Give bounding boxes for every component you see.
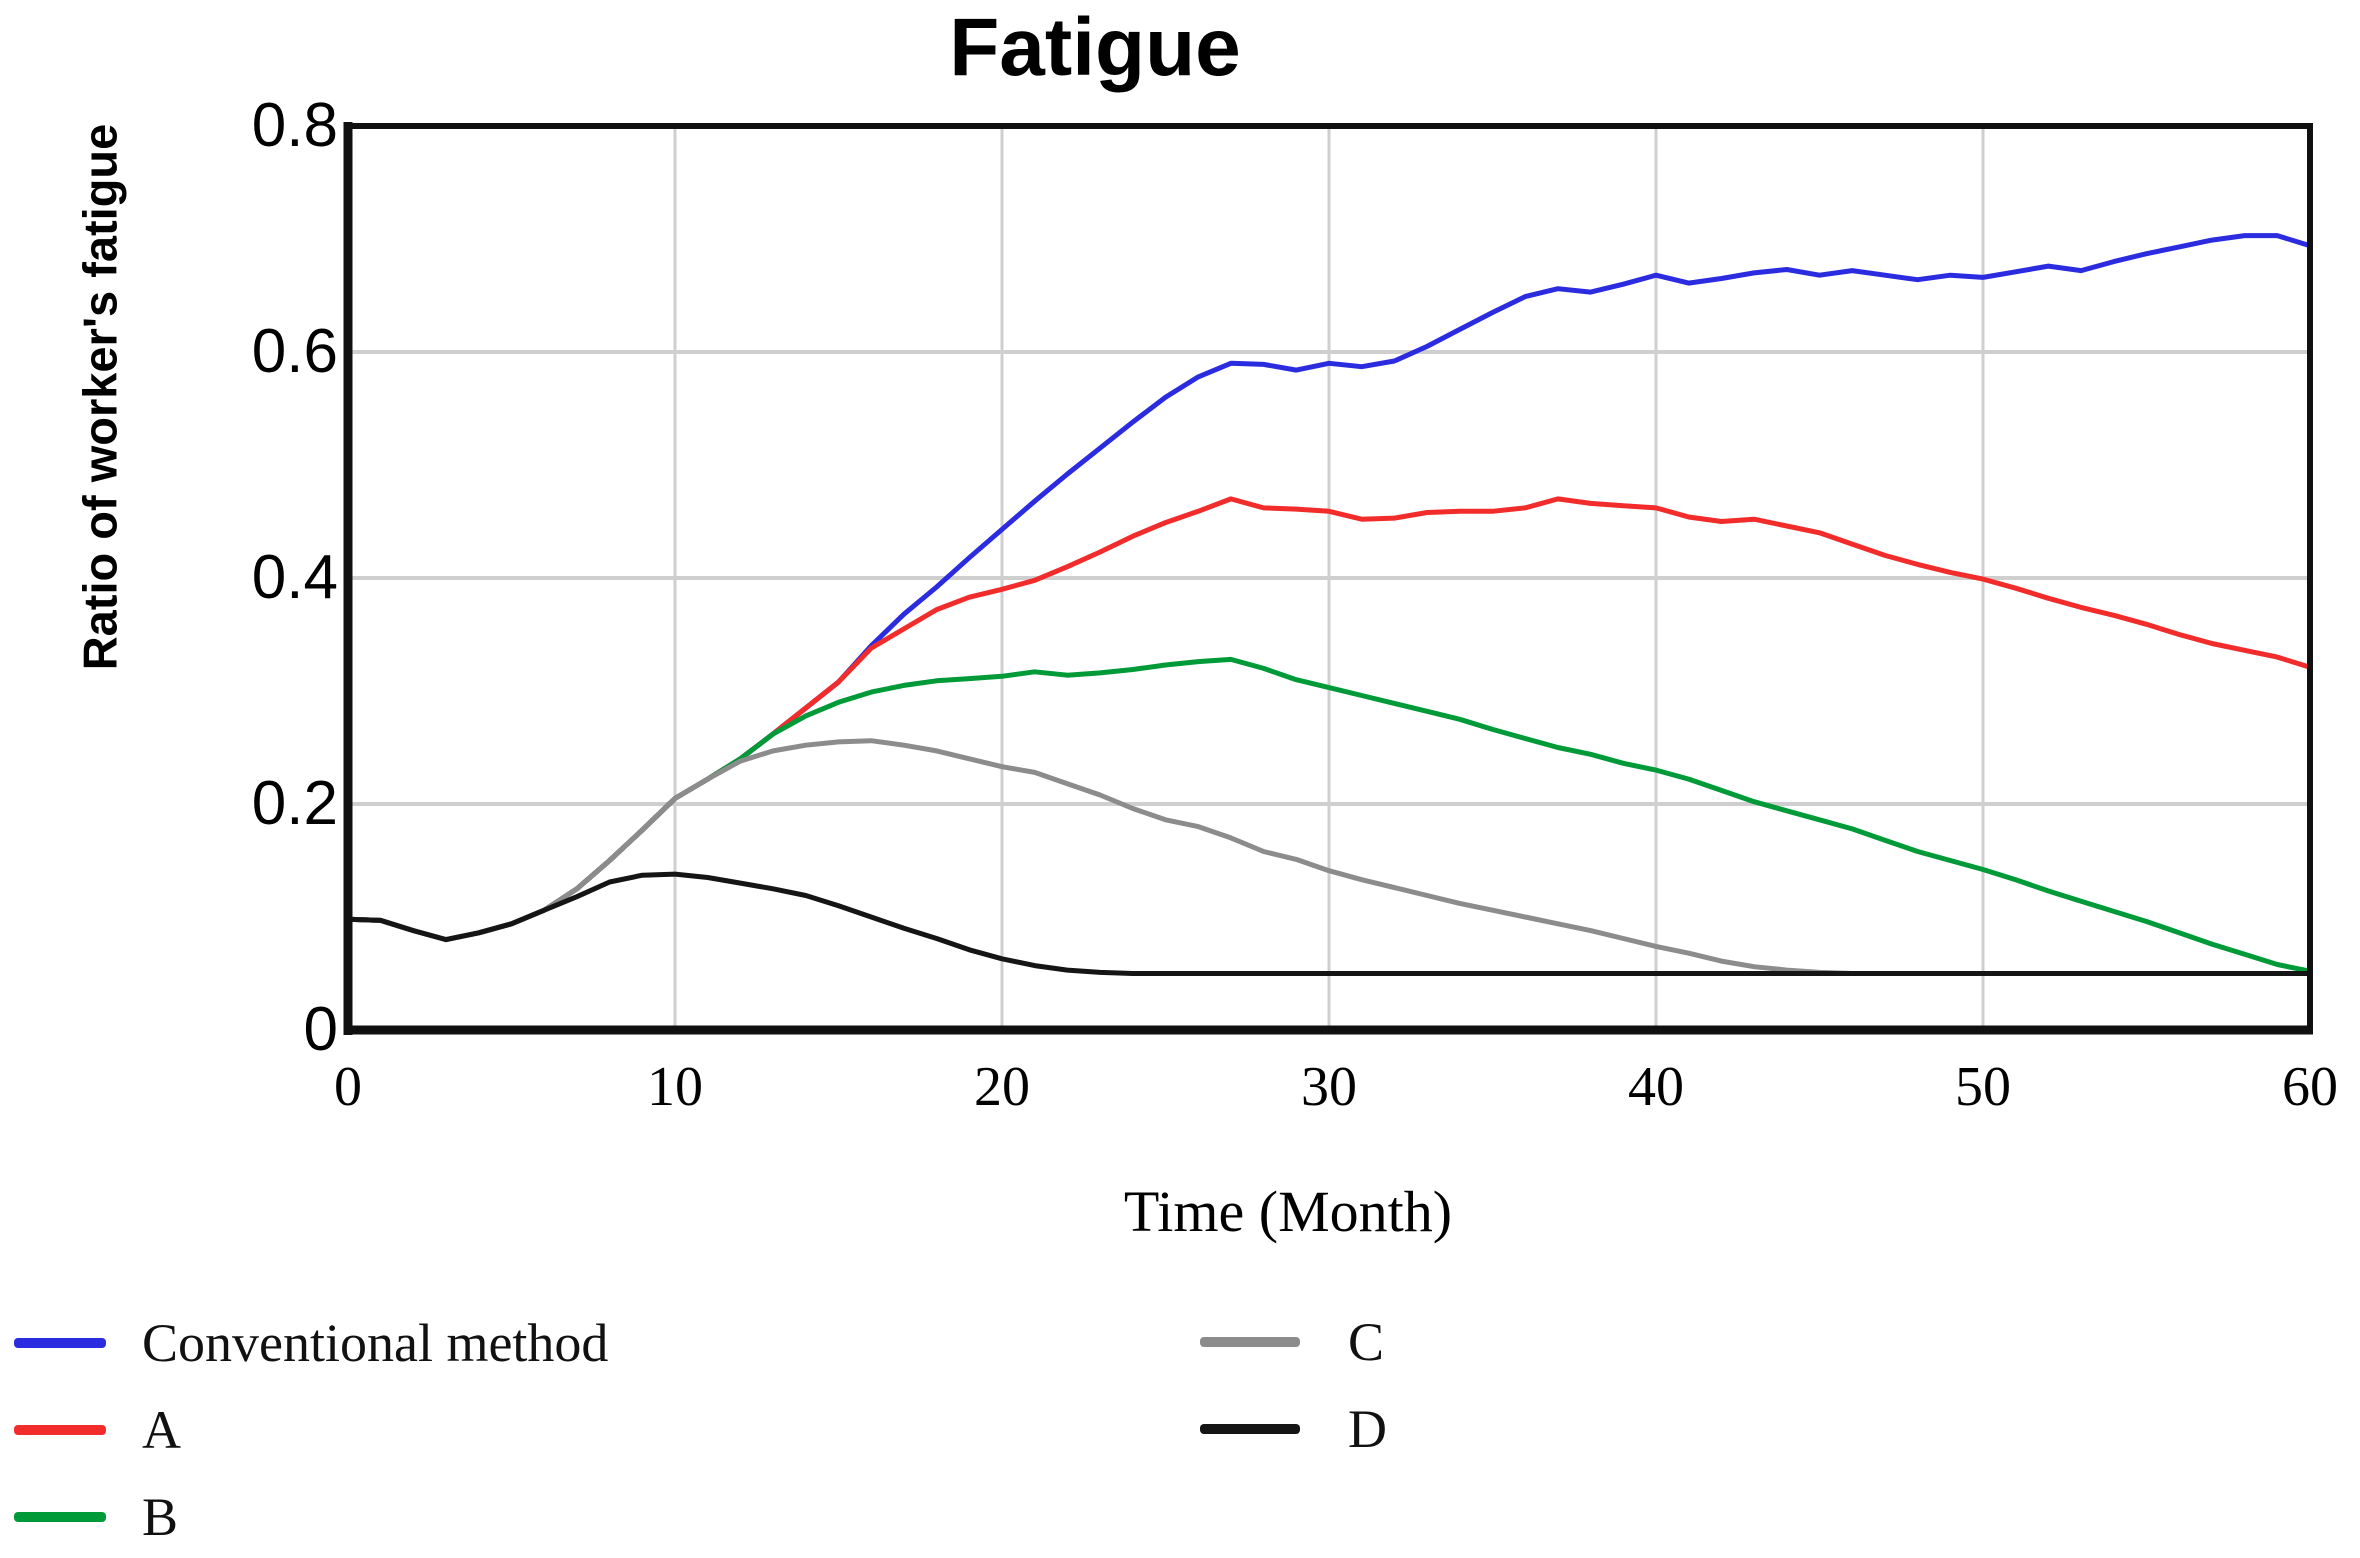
y-axis-title: Ratio of worker's fatigue bbox=[73, 123, 127, 671]
x-tick-40: 40 bbox=[1628, 1056, 1684, 1118]
x-tick-20: 20 bbox=[974, 1056, 1030, 1118]
legend-swatch-b bbox=[14, 1512, 106, 1522]
legend-swatch-d bbox=[1200, 1424, 1300, 1434]
chart-title: Fatigue bbox=[949, 2, 1241, 93]
x-tick-50: 50 bbox=[1955, 1056, 2011, 1118]
legend-label-d: D bbox=[1348, 1399, 1387, 1459]
y-tick-0.8: 0.8 bbox=[251, 91, 338, 160]
x-tick-30: 30 bbox=[1301, 1056, 1357, 1118]
y-tick-0.4: 0.4 bbox=[251, 543, 338, 612]
legend-label-c: C bbox=[1348, 1312, 1385, 1372]
x-tick-60: 60 bbox=[2282, 1056, 2338, 1118]
y-tick-0: 0 bbox=[303, 995, 338, 1064]
x-axis-title: Time (Month) bbox=[1123, 1179, 1453, 1244]
series-line-4 bbox=[345, 871, 2313, 976]
legend-label-b: B bbox=[142, 1487, 179, 1547]
legend-swatch-conventional-method bbox=[14, 1338, 106, 1348]
y-tick-0.2: 0.2 bbox=[251, 769, 338, 838]
x-tick-0: 0 bbox=[334, 1056, 362, 1118]
x-tick-10: 10 bbox=[647, 1056, 703, 1118]
legend-label-a: A bbox=[142, 1400, 181, 1460]
legend-swatch-c bbox=[1200, 1337, 1300, 1347]
legend-swatch-a bbox=[14, 1425, 106, 1435]
y-tick-0.6: 0.6 bbox=[251, 317, 338, 386]
legend-label-conventional-method: Conventional method bbox=[142, 1313, 609, 1373]
